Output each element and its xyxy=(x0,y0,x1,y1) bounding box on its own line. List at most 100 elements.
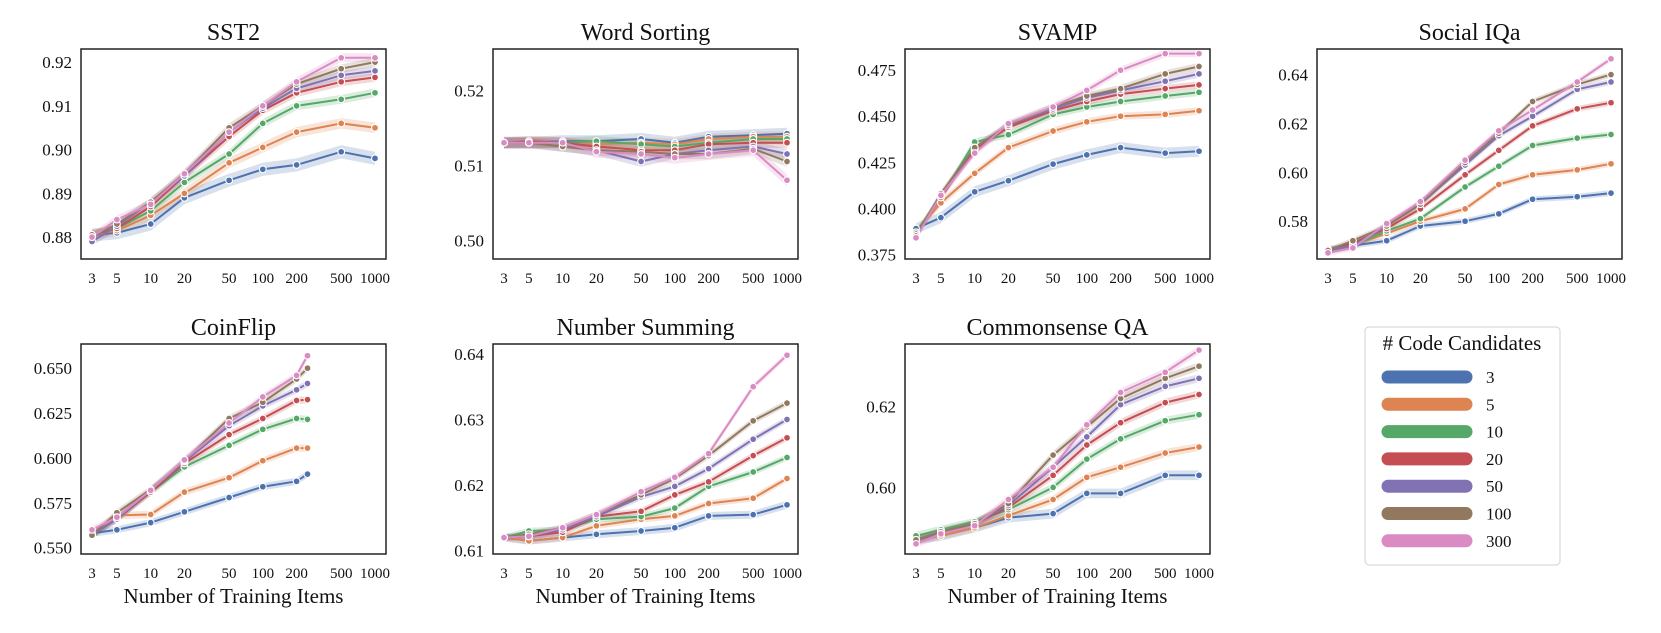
x-tick-label: 20 xyxy=(1001,566,1016,582)
data-point-10 xyxy=(1195,410,1203,419)
data-point-100 xyxy=(783,157,791,166)
data-point-5 xyxy=(180,488,189,497)
x-tick-label: 50 xyxy=(1458,271,1473,287)
series-line-20 xyxy=(1327,101,1612,252)
legend-title: # Code Candidates xyxy=(1383,331,1542,355)
legend-frame xyxy=(1364,326,1561,566)
data-point-100 xyxy=(783,399,791,408)
data-point-300 xyxy=(88,525,96,534)
series-line-50 xyxy=(1327,81,1612,252)
data-point-300 xyxy=(637,150,646,158)
data-point-300 xyxy=(524,532,533,541)
y-tick-label: 0.575 xyxy=(34,494,72,513)
y-tick-label: 0.375 xyxy=(858,245,896,264)
data-point-100 xyxy=(1049,451,1058,460)
data-point-10 xyxy=(1607,130,1615,139)
data-point-3 xyxy=(970,187,979,196)
data-point-50 xyxy=(670,482,679,491)
data-point-20 xyxy=(1082,441,1091,449)
data-point-300 xyxy=(1004,119,1013,128)
data-point-300 xyxy=(112,215,121,224)
data-point-5 xyxy=(1116,463,1125,472)
confidence-band-5 xyxy=(916,107,1199,236)
y-tick-label: 0.625 xyxy=(34,404,72,423)
data-point-50 xyxy=(783,150,791,158)
x-axis-label: Number of Training Items xyxy=(948,584,1168,608)
x-tick-label: 20 xyxy=(177,566,192,582)
data-point-10 xyxy=(1161,92,1170,100)
x-tick-label: 10 xyxy=(555,566,570,582)
data-point-3 xyxy=(670,523,679,532)
data-point-3 xyxy=(1049,509,1058,518)
data-point-5 xyxy=(1116,112,1125,121)
data-point-5 xyxy=(1049,127,1058,135)
data-point-300 xyxy=(1324,248,1332,257)
x-tick-label: 50 xyxy=(634,566,649,582)
x-tick-label: 50 xyxy=(1046,271,1061,287)
plot-area xyxy=(1324,54,1615,257)
data-point-300 xyxy=(670,473,679,482)
data-point-300 xyxy=(1573,78,1582,86)
axes-frame xyxy=(904,343,1211,555)
data-point-300 xyxy=(592,510,601,519)
series-line-100 xyxy=(91,367,309,536)
x-tick-label: 200 xyxy=(285,271,308,287)
data-point-5 xyxy=(180,189,189,198)
data-point-300 xyxy=(749,382,758,391)
y-tick-label: 0.400 xyxy=(858,199,896,218)
data-point-300 xyxy=(558,523,567,532)
data-point-10 xyxy=(1161,416,1170,425)
data-point-5 xyxy=(1573,165,1582,174)
data-point-3 xyxy=(303,470,312,479)
panel-title: SVAMP xyxy=(1018,20,1098,46)
y-tick-label: 0.600 xyxy=(34,449,72,468)
data-point-5 xyxy=(258,456,267,465)
data-point-20 xyxy=(1116,418,1125,427)
x-tick-label: 1000 xyxy=(360,271,390,287)
data-point-5 xyxy=(1494,180,1503,189)
panel-sst2: SST2 3 5 10 20 50 100 200 500 1000 0.88 0.89 0.90 0.9… xyxy=(42,20,390,287)
y-tick-label: 0.92 xyxy=(42,53,72,72)
data-point-50 xyxy=(1607,78,1615,86)
x-tick-label: 3 xyxy=(912,271,920,287)
data-point-10 xyxy=(225,441,234,450)
confidence-band-100 xyxy=(916,362,1199,544)
data-point-10 xyxy=(337,95,346,104)
legend-items: 3 5 10 20 50 100 300 xyxy=(1381,368,1512,551)
data-point-100 xyxy=(337,64,346,73)
data-point-3 xyxy=(1161,149,1170,158)
data-point-10 xyxy=(1416,214,1425,223)
data-point-3 xyxy=(1082,489,1091,498)
data-point-5 xyxy=(970,169,979,178)
x-tick-label: 200 xyxy=(1109,566,1132,582)
data-point-300 xyxy=(225,128,234,137)
data-point-10 xyxy=(258,119,267,128)
data-point-300 xyxy=(1082,86,1091,95)
panel-word-sorting: Word Sorting 3 5 10 20 50 100 200 500 1000 0.50 0.5… xyxy=(454,20,802,287)
confidence-band-300 xyxy=(916,346,1199,548)
data-point-100 xyxy=(1116,84,1125,93)
x-tick-label: 5 xyxy=(937,566,945,582)
x-tick-label: 500 xyxy=(742,271,765,287)
y-tick-label: 0.650 xyxy=(34,359,72,378)
data-point-300 xyxy=(1195,346,1203,355)
legend-label: 3 xyxy=(1486,368,1495,387)
panel-title: Social IQa xyxy=(1419,20,1521,46)
data-point-5 xyxy=(292,444,301,453)
data-point-5 xyxy=(670,511,679,520)
axes-frame xyxy=(904,48,1211,260)
panel-title: Commonsense QA xyxy=(967,315,1150,341)
data-point-20 xyxy=(670,490,679,499)
x-tick-label: 20 xyxy=(589,566,604,582)
data-point-5 xyxy=(1161,110,1170,119)
data-point-20 xyxy=(1494,146,1503,155)
data-point-300 xyxy=(704,449,713,458)
data-point-100 xyxy=(1195,62,1203,71)
x-tick-label: 50 xyxy=(222,566,237,582)
axes-frame xyxy=(80,48,387,260)
data-point-3 xyxy=(1116,143,1125,152)
data-point-300 xyxy=(1461,156,1470,165)
data-point-10 xyxy=(292,101,301,110)
data-point-50 xyxy=(1161,77,1170,86)
data-point-5 xyxy=(1161,449,1170,457)
